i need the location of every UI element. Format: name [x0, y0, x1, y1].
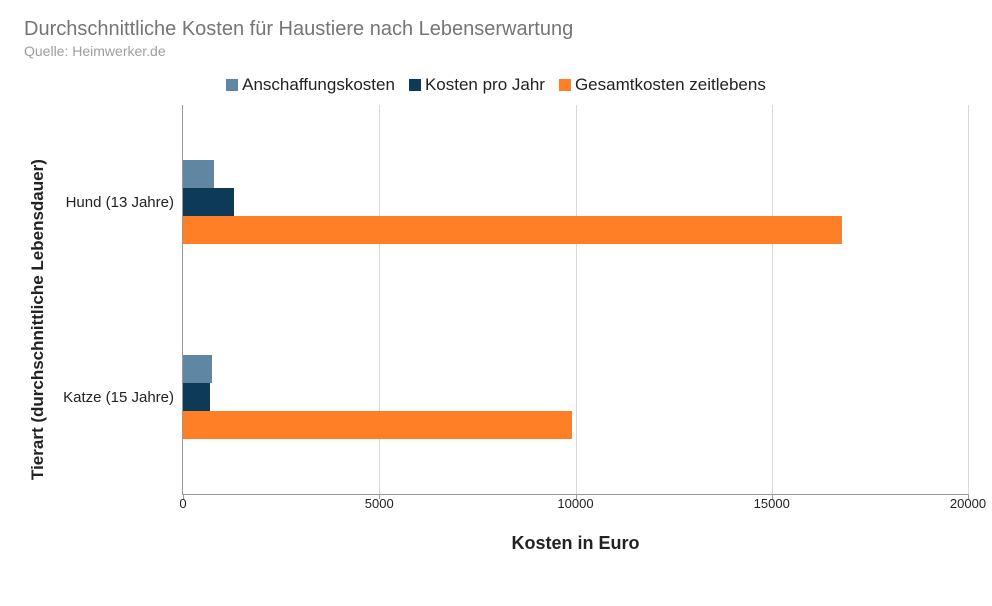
x-tick-mark [968, 494, 969, 499]
bar [183, 160, 214, 188]
plot-area: 05000100001500020000 Kosten in Euro [182, 105, 968, 495]
legend-label-2: Gesamtkosten zeitlebens [575, 75, 766, 95]
legend-swatch-2 [559, 79, 571, 91]
legend-item-1: Kosten pro Jahr [409, 75, 545, 95]
bar [183, 411, 572, 439]
y-axis-label: Tierart (durchschnittliche Lebensdauer) [24, 105, 52, 535]
x-tick-mark [576, 494, 577, 499]
x-tick-mark [379, 494, 380, 499]
category-group [183, 300, 968, 495]
legend: Anschaffungskosten Kosten pro Jahr Gesam… [24, 75, 968, 95]
y-tick-1: Katze (15 Jahre) [63, 300, 174, 495]
legend-item-0: Anschaffungskosten [226, 75, 395, 95]
x-ticks: 05000100001500020000 [183, 496, 968, 516]
x-tick-mark [772, 494, 773, 499]
legend-label-1: Kosten pro Jahr [425, 75, 545, 95]
gridline [968, 105, 969, 494]
legend-swatch-0 [226, 79, 238, 91]
bar [183, 188, 234, 216]
bar [183, 383, 210, 411]
y-tick-0: Hund (13 Jahre) [66, 105, 174, 300]
legend-swatch-1 [409, 79, 421, 91]
x-tick-mark [183, 494, 184, 499]
legend-label-0: Anschaffungskosten [242, 75, 395, 95]
chart-subtitle: Quelle: Heimwerker.de [24, 43, 968, 59]
x-axis-label: Kosten in Euro [183, 533, 968, 554]
category-group [183, 105, 968, 300]
chart-container: Durchschnittliche Kosten für Haustiere n… [0, 0, 992, 606]
plot-wrap: Tierart (durchschnittliche Lebensdauer) … [24, 105, 968, 535]
chart-title: Durchschnittliche Kosten für Haustiere n… [24, 18, 968, 41]
bar [183, 355, 212, 383]
y-ticks: Hund (13 Jahre) Katze (15 Jahre) [52, 105, 182, 495]
legend-item-2: Gesamtkosten zeitlebens [559, 75, 766, 95]
bar [183, 216, 842, 244]
